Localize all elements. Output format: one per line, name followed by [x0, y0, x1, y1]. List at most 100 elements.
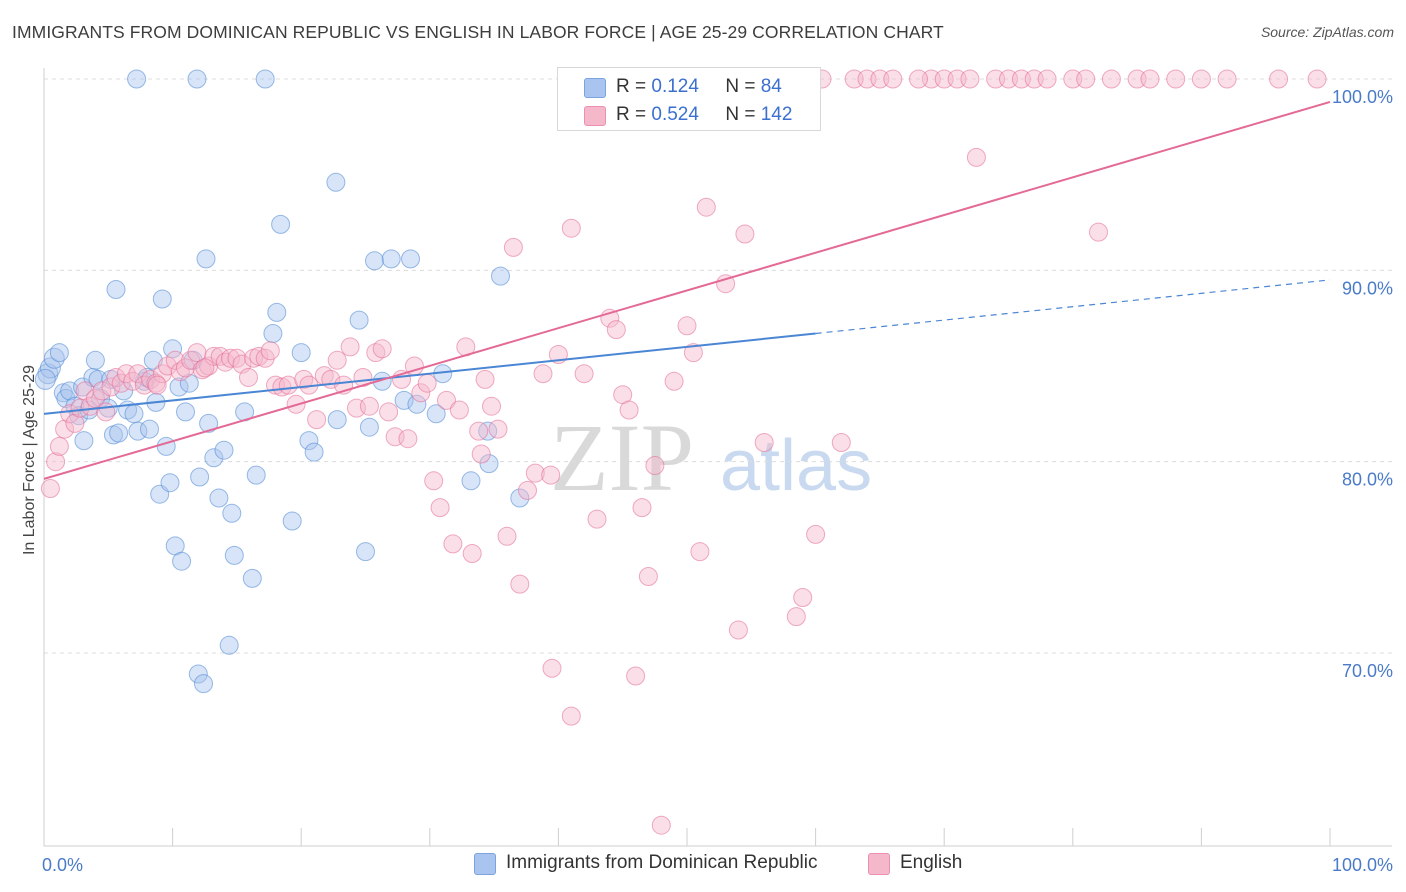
- legend-swatch-dominican: [584, 78, 606, 98]
- point-english: [1191, 69, 1211, 89]
- x-tick-label: 0.0%: [42, 855, 83, 875]
- point-dominican: [106, 280, 126, 299]
- point-english: [883, 69, 903, 89]
- trend-lines: [43, 101, 1331, 480]
- point-english: [40, 479, 60, 498]
- point-dominican: [222, 503, 242, 523]
- point-english: [1101, 69, 1121, 89]
- point-english: [60, 404, 80, 424]
- chart-title: IMMIGRANTS FROM DOMINICAN REPUBLIC VS EN…: [12, 22, 944, 42]
- point-english: [510, 574, 530, 594]
- legend-n-label: N =: [725, 104, 756, 125]
- point-dominican: [109, 423, 129, 443]
- point-english: [533, 364, 553, 384]
- point-dominican: [187, 69, 207, 89]
- point-english: [619, 400, 639, 420]
- point-english: [101, 377, 121, 397]
- legend-r-label: R =: [616, 104, 647, 125]
- point-english: [525, 463, 545, 483]
- point-dominican: [49, 343, 69, 363]
- point-english: [561, 218, 581, 238]
- point-english: [307, 410, 327, 430]
- point-dominican: [255, 69, 275, 89]
- y-tick-label: 90.0%: [1342, 278, 1393, 298]
- point-english: [475, 369, 495, 389]
- point-english: [574, 364, 594, 384]
- point-english: [857, 69, 877, 89]
- watermark-zip: ZIP: [550, 404, 694, 511]
- point-dominican: [60, 381, 80, 401]
- point-dominican: [224, 545, 244, 565]
- point-english: [340, 337, 360, 357]
- point-english: [606, 320, 626, 340]
- stats-legend: R = 0.124 N = 84 R = 0.524 N = 142: [557, 67, 821, 131]
- point-english: [424, 471, 444, 491]
- legend-r-value: 0.524: [651, 104, 699, 125]
- point-english: [116, 364, 136, 384]
- point-english: [909, 69, 928, 89]
- point-english: [587, 509, 607, 529]
- point-english: [664, 371, 684, 391]
- legend-swatch-english: [584, 106, 606, 126]
- point-english: [372, 339, 392, 359]
- point-english: [227, 348, 247, 368]
- point-english: [934, 69, 954, 89]
- watermark-atlas: atlas: [720, 426, 872, 506]
- point-english: [683, 343, 703, 363]
- point-english: [411, 383, 431, 403]
- point-dominican: [156, 436, 176, 456]
- point-dominican: [219, 635, 239, 655]
- point-english: [1166, 69, 1186, 89]
- point-dominican: [356, 542, 375, 562]
- legend-r-label: R =: [616, 76, 647, 97]
- point-english: [728, 620, 748, 640]
- point-english: [471, 444, 491, 464]
- point-english: [469, 421, 489, 441]
- point-english: [260, 341, 280, 361]
- point-dominican: [271, 214, 291, 234]
- point-dominican: [34, 368, 56, 390]
- point-english: [518, 480, 537, 500]
- point-english: [806, 524, 826, 544]
- series-english-points: [40, 69, 1327, 835]
- point-english: [793, 588, 813, 607]
- point-dominican: [124, 404, 144, 424]
- point-english: [462, 544, 482, 563]
- point-dominican: [209, 488, 229, 508]
- y-tick-label: 100.0%: [1332, 87, 1393, 107]
- legend-label-english: English: [900, 852, 963, 873]
- point-dominican: [43, 347, 65, 369]
- point-english: [1089, 222, 1108, 242]
- point-english: [366, 343, 386, 363]
- point-dominican: [194, 674, 213, 694]
- legend-n-label: N =: [725, 76, 756, 97]
- point-english: [417, 373, 437, 393]
- point-english: [503, 237, 523, 257]
- point-english: [49, 436, 69, 456]
- legend-swatch-english: [868, 853, 890, 875]
- point-english: [75, 381, 95, 401]
- point-dominican: [407, 394, 427, 414]
- legend-n-value: 142: [760, 104, 793, 125]
- point-dominican: [242, 568, 262, 588]
- point-english: [46, 452, 66, 472]
- point-english: [735, 224, 755, 244]
- point-english: [249, 346, 269, 366]
- point-dominican: [163, 339, 183, 359]
- point-english: [690, 542, 710, 562]
- point-english: [443, 534, 463, 554]
- point-dominican: [326, 172, 346, 192]
- point-english: [870, 69, 890, 89]
- point-english: [1307, 69, 1327, 89]
- point-dominican: [263, 324, 283, 343]
- trend-line-english: [43, 101, 1331, 480]
- point-dominican: [172, 551, 192, 571]
- point-english: [65, 413, 85, 433]
- point-english: [449, 400, 469, 420]
- point-dominican: [365, 251, 384, 271]
- point-english: [831, 433, 851, 452]
- point-english: [430, 498, 450, 518]
- point-dominican: [291, 343, 311, 363]
- point-english: [437, 390, 456, 410]
